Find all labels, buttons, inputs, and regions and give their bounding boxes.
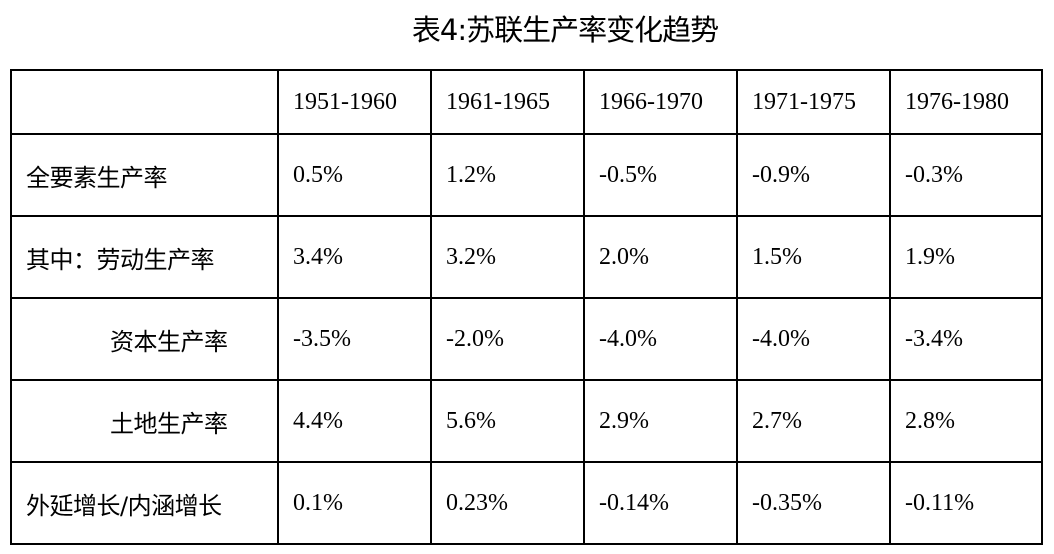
table-cell: 0.1%	[277, 461, 432, 545]
table-row: 资本生产率 -3.5% -2.0% -4.0% -4.0% -3.4%	[10, 297, 1043, 381]
table-cell: 3.2%	[430, 215, 585, 299]
table-cell: -3.5%	[277, 297, 432, 381]
table-cell: 5.6%	[430, 379, 585, 463]
row-label: 外延增长/内涵增长	[10, 461, 279, 545]
table-cell: 2.7%	[736, 379, 891, 463]
table-title: 表4:苏联生产率变化趋势	[411, 13, 719, 47]
corner-cell	[10, 69, 279, 135]
header-row: 1951-1960 1961-1965 1966-1970 1971-1975 …	[10, 69, 1043, 135]
table-cell: -2.0%	[430, 297, 585, 381]
table-cell: -0.3%	[889, 133, 1043, 217]
table-row: 外延增长/内涵增长 0.1% 0.23% -0.14% -0.35% -0.11…	[10, 461, 1043, 545]
column-header: 1976-1980	[889, 69, 1043, 135]
table-cell: -0.11%	[889, 461, 1043, 545]
table-cell: -0.35%	[736, 461, 891, 545]
column-header: 1971-1975	[736, 69, 891, 135]
column-header: 1951-1960	[277, 69, 432, 135]
column-header: 1961-1965	[430, 69, 585, 135]
column-header: 1966-1970	[583, 69, 738, 135]
table-cell: -0.9%	[736, 133, 891, 217]
table-cell: 0.23%	[430, 461, 585, 545]
table-cell: 2.8%	[889, 379, 1043, 463]
table-cell: -4.0%	[583, 297, 738, 381]
row-label: 全要素生产率	[10, 133, 279, 217]
table-cell: 1.5%	[736, 215, 891, 299]
table-cell: -4.0%	[736, 297, 891, 381]
table-cell: -0.14%	[583, 461, 738, 545]
table-cell: -3.4%	[889, 297, 1043, 381]
table-row: 其中：劳动生产率 3.4% 3.2% 2.0% 1.5% 1.9%	[10, 215, 1043, 299]
table-cell: 2.9%	[583, 379, 738, 463]
productivity-table: 1951-1960 1961-1965 1966-1970 1971-1975 …	[10, 69, 1043, 545]
table-cell: 0.5%	[277, 133, 432, 217]
table-row: 全要素生产率 0.5% 1.2% -0.5% -0.9% -0.3%	[10, 133, 1043, 217]
table-cell: 1.2%	[430, 133, 585, 217]
table-cell: -0.5%	[583, 133, 738, 217]
table-cell: 1.9%	[889, 215, 1043, 299]
table-cell: 3.4%	[277, 215, 432, 299]
table-cell: 4.4%	[277, 379, 432, 463]
row-label: 资本生产率	[10, 297, 279, 381]
row-label: 土地生产率	[10, 379, 279, 463]
row-label: 其中：劳动生产率	[10, 215, 279, 299]
table-row: 土地生产率 4.4% 5.6% 2.9% 2.7% 2.8%	[10, 379, 1043, 463]
table-cell: 2.0%	[583, 215, 738, 299]
